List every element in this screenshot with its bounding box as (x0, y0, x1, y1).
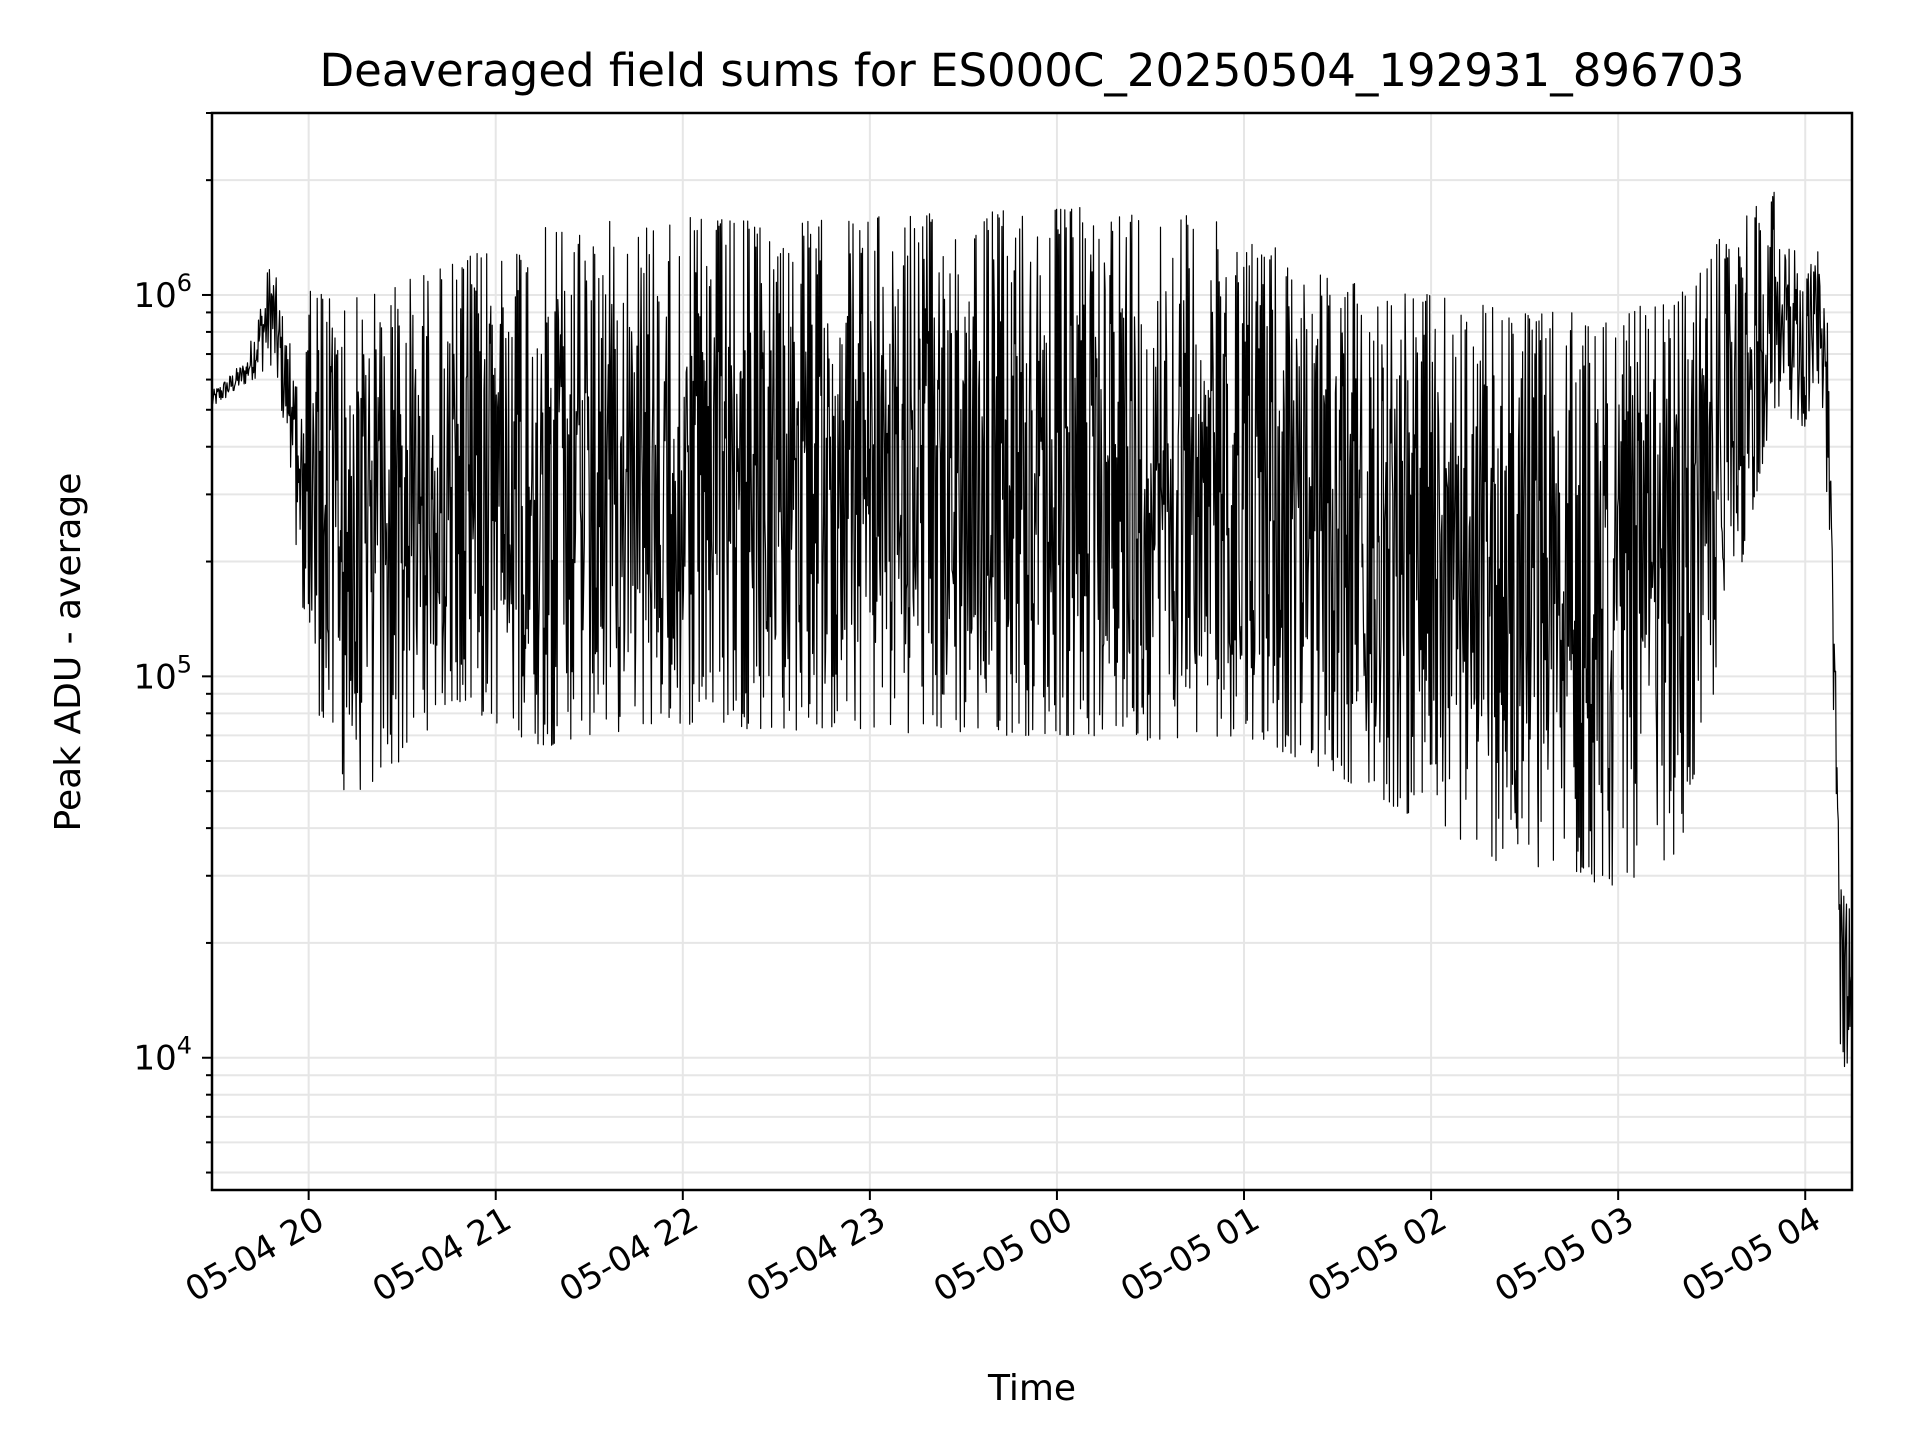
x-tick-label: 05-05 01 (1114, 1199, 1266, 1310)
x-axis-label: Time (987, 1368, 1076, 1409)
x-tick-label: 05-04 22 (553, 1199, 705, 1310)
x-tick-label: 05-05 02 (1301, 1199, 1453, 1310)
y-tick-label: 105 (133, 650, 192, 697)
y-tick-label: 104 (133, 1032, 192, 1079)
series-layer (211, 191, 1853, 1068)
plot-frame (210, 111, 1854, 1192)
x-tick-label: 05-04 21 (366, 1199, 518, 1310)
y-axis-label: Peak ADU - average (48, 473, 89, 832)
x-tick-label: 05-04 20 (179, 1199, 331, 1310)
x-tick-label: 05-04 23 (740, 1199, 892, 1310)
series-line (211, 191, 1853, 1068)
y-tick-label: 106 (133, 269, 192, 316)
x-tick-label: 05-05 03 (1488, 1199, 1640, 1310)
chart-title: Deaveraged field sums for ES000C_2025050… (320, 44, 1745, 97)
x-tick-label: 05-05 00 (927, 1199, 1079, 1310)
x-tick-label: 05-05 04 (1675, 1199, 1827, 1310)
